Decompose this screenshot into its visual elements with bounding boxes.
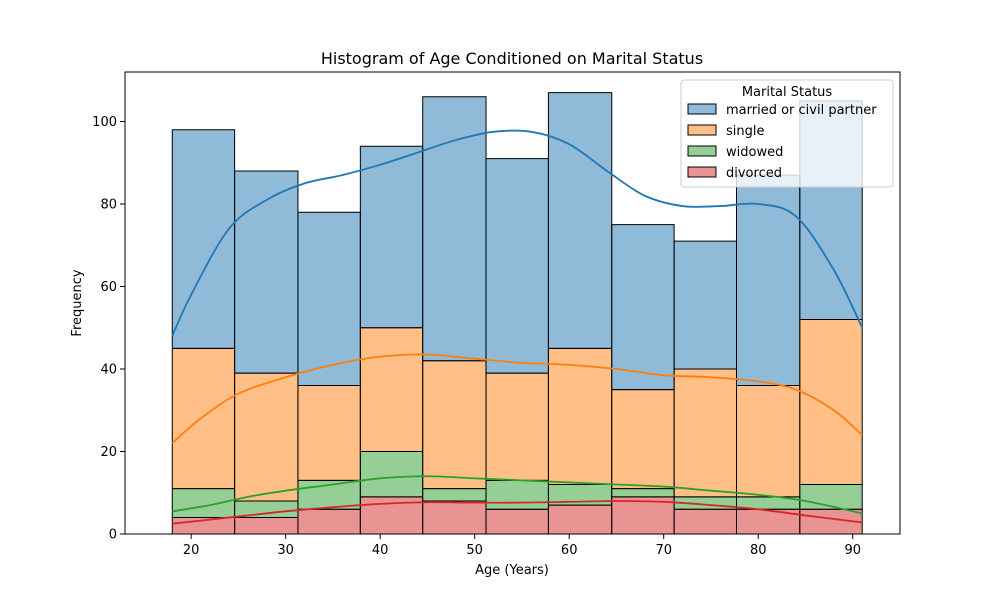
y-tick-label: 40: [100, 363, 117, 378]
x-tick-label: 70: [655, 543, 672, 558]
legend-label-single: single: [726, 124, 765, 139]
bar-married-or-civil-partner-bin-4: [359, 145, 424, 329]
bar-single-bin-5: [422, 360, 487, 490]
bar-divorced-bin-2: [234, 517, 299, 535]
x-tick-label: 90: [844, 543, 861, 558]
legend-box: [680, 79, 894, 188]
bar-widowed-bin-5: [422, 488, 487, 502]
bar-married-or-civil-partner-bin-9: [673, 240, 737, 370]
y-axis-label: Frequency: [70, 269, 85, 336]
y-tick-label: 100: [92, 115, 117, 130]
x-tick-label: 30: [277, 543, 294, 558]
bar-single-bin-4: [359, 327, 424, 452]
bar-divorced-bin-5: [422, 500, 487, 535]
y-tick-label: 20: [100, 445, 117, 460]
x-tick-label: 60: [561, 543, 578, 558]
bar-married-or-civil-partner-bin-2: [234, 170, 299, 374]
x-tick-label: 20: [183, 543, 200, 558]
bar-married-or-civil-partner-bin-10: [735, 174, 801, 386]
bar-single-bin-2: [234, 372, 299, 502]
x-axis: 20 30 40 50 60 70 80 90: [183, 534, 861, 558]
bar-married-or-civil-partner-bin-8: [611, 224, 675, 391]
legend-swatch-widowed: [687, 145, 717, 157]
legend: Marital Status married or civil partner s…: [680, 79, 894, 188]
bar-widowed-bin-11: [799, 484, 863, 510]
x-tick-label: 40: [372, 543, 389, 558]
legend-label-divorced: divorced: [726, 166, 782, 181]
kde-line-single: [171, 353, 863, 444]
bar-single-bin-7: [547, 347, 613, 485]
kde-line-widowed: [172, 475, 863, 515]
legend-swatch-divorced: [687, 166, 717, 178]
bar-widowed-bin-4: [359, 451, 424, 498]
bar-married-or-civil-partner-bin-6: [485, 158, 549, 374]
bar-widowed-bin-1: [171, 488, 236, 518]
bar-widowed-bin-8: [611, 488, 675, 498]
bar-married-or-civil-partner-bin-7: [547, 92, 613, 349]
bar-single-bin-3: [297, 385, 361, 481]
x-tick-label: 50: [466, 543, 483, 558]
bar-divorced-bin-6: [485, 508, 549, 535]
bar-single-bin-6: [485, 372, 549, 481]
bar-divorced-bin-9: [673, 508, 737, 535]
chart-title: Histogram of Age Conditioned on Marital …: [321, 49, 703, 68]
y-axis: 0 20 40 60 80 100: [92, 115, 125, 543]
legend-items: married or civil partner single widowed div…: [687, 103, 877, 181]
bar-married-or-civil-partner-bin-3: [297, 211, 361, 386]
bar-single-bin-9: [673, 368, 737, 498]
x-axis-label: Age (Years): [475, 563, 549, 578]
y-tick-label: 80: [100, 198, 117, 213]
bar-single-bin-8: [611, 389, 675, 490]
legend-label-widowed: widowed: [726, 145, 783, 160]
bar-divorced-bin-7: [547, 504, 613, 535]
bar-married-or-civil-partner-bin-5: [422, 96, 487, 362]
kde-curves: [171, 129, 864, 525]
legend-swatch-single: [687, 124, 717, 136]
bar-divorced-bin-8: [611, 496, 675, 535]
x-tick-label: 80: [750, 543, 767, 558]
legend-swatch-married-or-civil-partner: [687, 103, 717, 115]
bar-single-bin-10: [735, 385, 801, 498]
bar-divorced-bin-3: [297, 508, 361, 535]
kde-line-divorced: [172, 500, 863, 525]
y-tick-label: 0: [109, 528, 117, 543]
y-tick-label: 60: [100, 280, 117, 295]
legend-title: Marital Status: [742, 85, 833, 100]
bar-single-bin-1: [171, 347, 236, 490]
bar-widowed-bin-6: [485, 479, 549, 510]
bar-single-bin-11: [799, 319, 863, 485]
legend-label-married-or-civil-partner: married or civil partner: [726, 103, 877, 118]
kde-line-married-or-civil-partner: [171, 129, 864, 337]
plot-frame: [124, 71, 901, 535]
